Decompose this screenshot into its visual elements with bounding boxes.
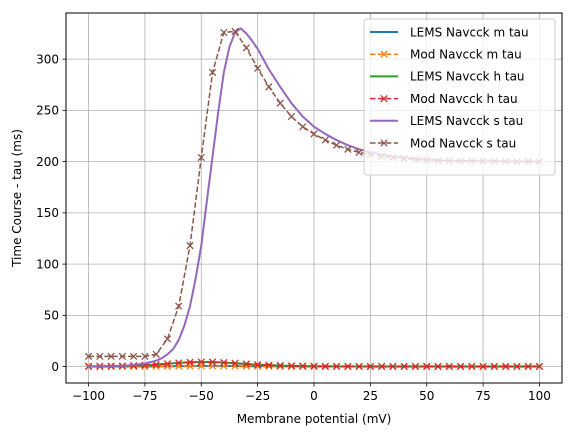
data-point-marker xyxy=(400,362,408,371)
legend-label: LEMS Navcck m tau xyxy=(410,25,529,39)
data-point-marker xyxy=(468,362,476,371)
data-point-marker xyxy=(220,28,228,37)
data-point-marker xyxy=(524,362,532,371)
legend-entry: Mod Navcck m tau xyxy=(370,48,522,62)
data-point-marker xyxy=(276,361,284,370)
legend-entry: Mod Navcck s tau xyxy=(370,136,516,150)
x-tick-label: 75 xyxy=(475,389,490,403)
data-point-marker xyxy=(411,362,420,371)
legend-label: Mod Navcck h tau xyxy=(410,92,518,106)
data-point-marker xyxy=(501,362,510,371)
data-point-marker xyxy=(107,352,115,361)
data-point-marker xyxy=(231,359,239,367)
data-point-marker xyxy=(299,123,307,131)
data-point-marker xyxy=(332,141,341,149)
x-tick-label: −100 xyxy=(72,389,105,403)
y-axis-label: Time Course - tau (ms) xyxy=(10,129,24,268)
data-point-marker xyxy=(152,360,160,369)
data-point-marker xyxy=(163,360,172,368)
data-point-marker xyxy=(389,362,397,371)
legend: LEMS Navcck m tau Mod Navcck m tau LEMS Na… xyxy=(363,18,556,176)
legend-entry: LEMS Navcck h tau xyxy=(370,70,525,84)
legend-entry: LEMS Navcck m tau xyxy=(370,25,529,39)
data-point-marker xyxy=(310,362,318,370)
data-point-marker xyxy=(276,99,284,107)
data-point-marker xyxy=(265,361,273,369)
data-point-marker xyxy=(423,362,431,371)
data-point-marker xyxy=(186,241,194,250)
legend-entry: LEMS Navcck s tau xyxy=(370,114,523,128)
data-point-marker xyxy=(265,83,273,91)
legend-label: Mod Navcck m tau xyxy=(410,48,522,62)
data-point-marker xyxy=(253,64,262,73)
data-point-marker xyxy=(253,360,262,369)
y-tick-label: 50 xyxy=(44,309,59,323)
data-point-marker xyxy=(84,352,93,361)
data-point-marker xyxy=(456,362,465,371)
data-point-marker xyxy=(479,362,487,371)
x-axis-label: Membrane potential (mV) xyxy=(237,412,392,426)
data-point-marker xyxy=(513,362,521,371)
data-point-marker xyxy=(355,362,363,371)
data-point-marker xyxy=(377,362,386,371)
data-point-marker xyxy=(118,352,127,361)
x-tick-label: 25 xyxy=(363,389,378,403)
x-tick-label: 100 xyxy=(528,389,551,403)
data-point-marker xyxy=(186,358,194,366)
data-point-marker xyxy=(445,362,453,371)
ticks: −100 −75 −50 −25 0 25 50 75 100 0 50 100 150 200 250 30… xyxy=(36,52,551,403)
data-point-marker xyxy=(287,112,296,121)
data-point-marker xyxy=(152,350,160,358)
legend-marker xyxy=(380,139,388,147)
legend-label: LEMS Navcck h tau xyxy=(410,70,525,84)
data-point-marker xyxy=(434,362,442,371)
data-point-marker xyxy=(344,145,352,153)
data-point-marker xyxy=(141,352,149,361)
series-mod-navcck-h-tau xyxy=(84,358,544,371)
y-tick-label: 300 xyxy=(36,52,59,66)
data-point-marker xyxy=(321,362,329,370)
data-point-marker xyxy=(332,362,341,371)
x-tick-label: −25 xyxy=(245,389,270,403)
data-point-marker xyxy=(490,362,499,371)
x-tick-label: −75 xyxy=(132,389,157,403)
data-point-marker xyxy=(208,68,217,77)
data-point-marker xyxy=(231,27,239,36)
legend-marker xyxy=(380,94,388,103)
y-tick-label: 150 xyxy=(36,206,59,220)
data-point-marker xyxy=(175,359,183,367)
legend-entry: Mod Navcck h tau xyxy=(370,92,518,106)
data-point-marker xyxy=(321,136,329,144)
x-tick-label: 0 xyxy=(310,389,318,403)
data-point-marker xyxy=(355,148,363,157)
data-point-marker xyxy=(310,130,318,138)
data-point-marker xyxy=(175,302,183,310)
data-point-marker xyxy=(344,362,352,371)
x-tick-label: −50 xyxy=(189,389,214,403)
data-point-marker xyxy=(220,358,228,367)
data-point-marker xyxy=(197,153,205,162)
legend-marker xyxy=(380,50,388,58)
data-point-marker xyxy=(535,362,544,371)
y-tick-label: 100 xyxy=(36,257,59,271)
data-point-marker xyxy=(242,360,251,368)
data-point-marker xyxy=(208,358,217,366)
legend-label: LEMS Navcck s tau xyxy=(410,114,523,128)
x-tick-label: 50 xyxy=(419,389,434,403)
data-point-marker xyxy=(299,362,307,370)
legend-frame xyxy=(363,18,556,176)
data-point-marker xyxy=(163,335,172,343)
data-point-marker xyxy=(366,362,375,371)
y-tick-label: 250 xyxy=(36,104,59,118)
data-point-marker xyxy=(96,352,104,361)
y-tick-label: 0 xyxy=(51,360,59,374)
data-point-marker xyxy=(287,362,296,370)
data-point-marker xyxy=(129,352,138,361)
data-point-marker xyxy=(242,44,251,52)
legend-label: Mod Navcck s tau xyxy=(410,136,516,150)
y-tick-label: 200 xyxy=(36,155,59,169)
data-point-marker xyxy=(197,358,205,366)
